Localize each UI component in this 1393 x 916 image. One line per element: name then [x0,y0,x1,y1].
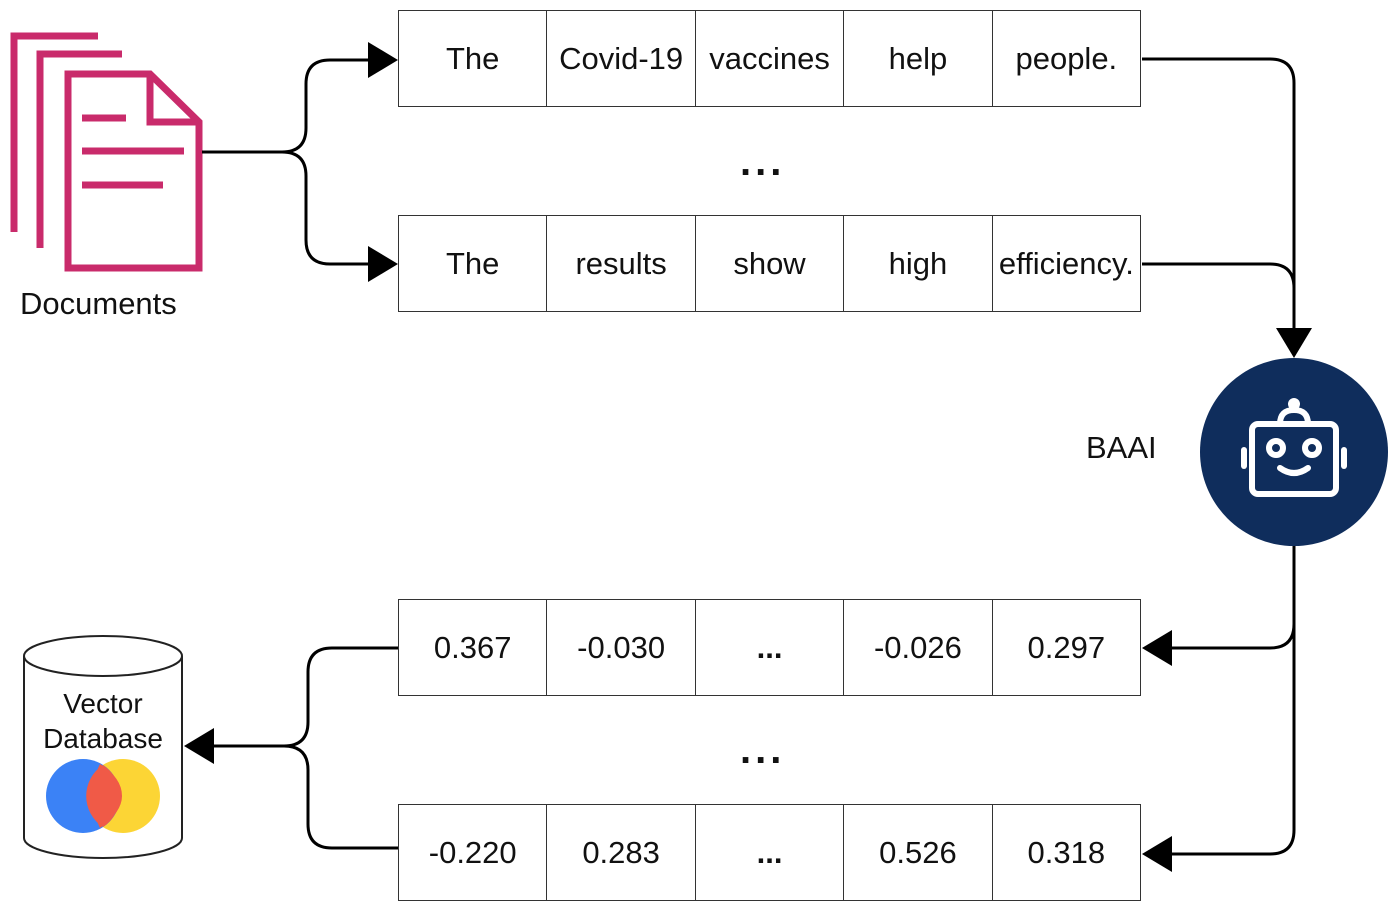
token-cell: high [844,216,993,311]
vector-cell: -0.220 [399,805,548,900]
token-cell: The [399,11,548,106]
arrowhead-row-v2 [1142,836,1172,872]
token-cell: people. [1015,40,1118,76]
token-cell: The [399,216,548,311]
token-cell: show [696,216,845,311]
rows-to-model-connector [1142,57,1296,330]
model-circle [1200,358,1388,546]
database-label-line2: Database [43,723,163,754]
database-icon [23,635,183,859]
token-row-1: The Covid-19 vaccines help people. [398,10,1141,107]
vector-cell-ellipsis: ... [696,805,845,900]
token-cell: efficiency. [998,245,1134,281]
database-label: Vector Database [24,686,182,756]
robot-icon [1241,398,1347,497]
database-label-line1: Vector [63,688,143,719]
vector-cell: 0.318 [1027,834,1106,870]
token-row-2: The results show high efficiency. [398,215,1141,312]
vector-cell: 0.367 [399,600,548,695]
vector-cell: -0.026 [844,600,993,695]
arrowhead-row-t2 [368,246,398,282]
vector-cell: -0.030 [547,600,696,695]
token-cell: vaccines [696,11,845,106]
token-cell: Covid-19 [547,11,696,106]
vector-cell-ellipsis: ... [696,600,845,695]
arrowhead-row-v1 [1142,630,1172,666]
token-cell: help [844,11,993,106]
vectors-ellipsis: ... [740,728,786,772]
vector-cell: 0.297 [1027,629,1106,665]
vector-row-1: 0.367 -0.030 ... -0.026 0.297 [398,599,1141,696]
tokens-ellipsis: ... [740,140,786,184]
vectors-to-db-connector [214,646,398,850]
documents-icon [10,32,203,272]
arrowhead-row-t1 [368,42,398,78]
documents-label: Documents [20,286,177,321]
model-to-vectors-connector [1172,546,1296,856]
arrowhead-db [184,728,214,764]
vector-cell: 0.283 [547,805,696,900]
arrowhead-model [1276,328,1312,358]
vector-cell: 0.526 [844,805,993,900]
model-label: BAAI [1086,430,1157,465]
doc-to-rows-connector [202,58,370,266]
token-cell: results [547,216,696,311]
vector-row-2: -0.220 0.283 ... 0.526 0.318 [398,804,1141,901]
